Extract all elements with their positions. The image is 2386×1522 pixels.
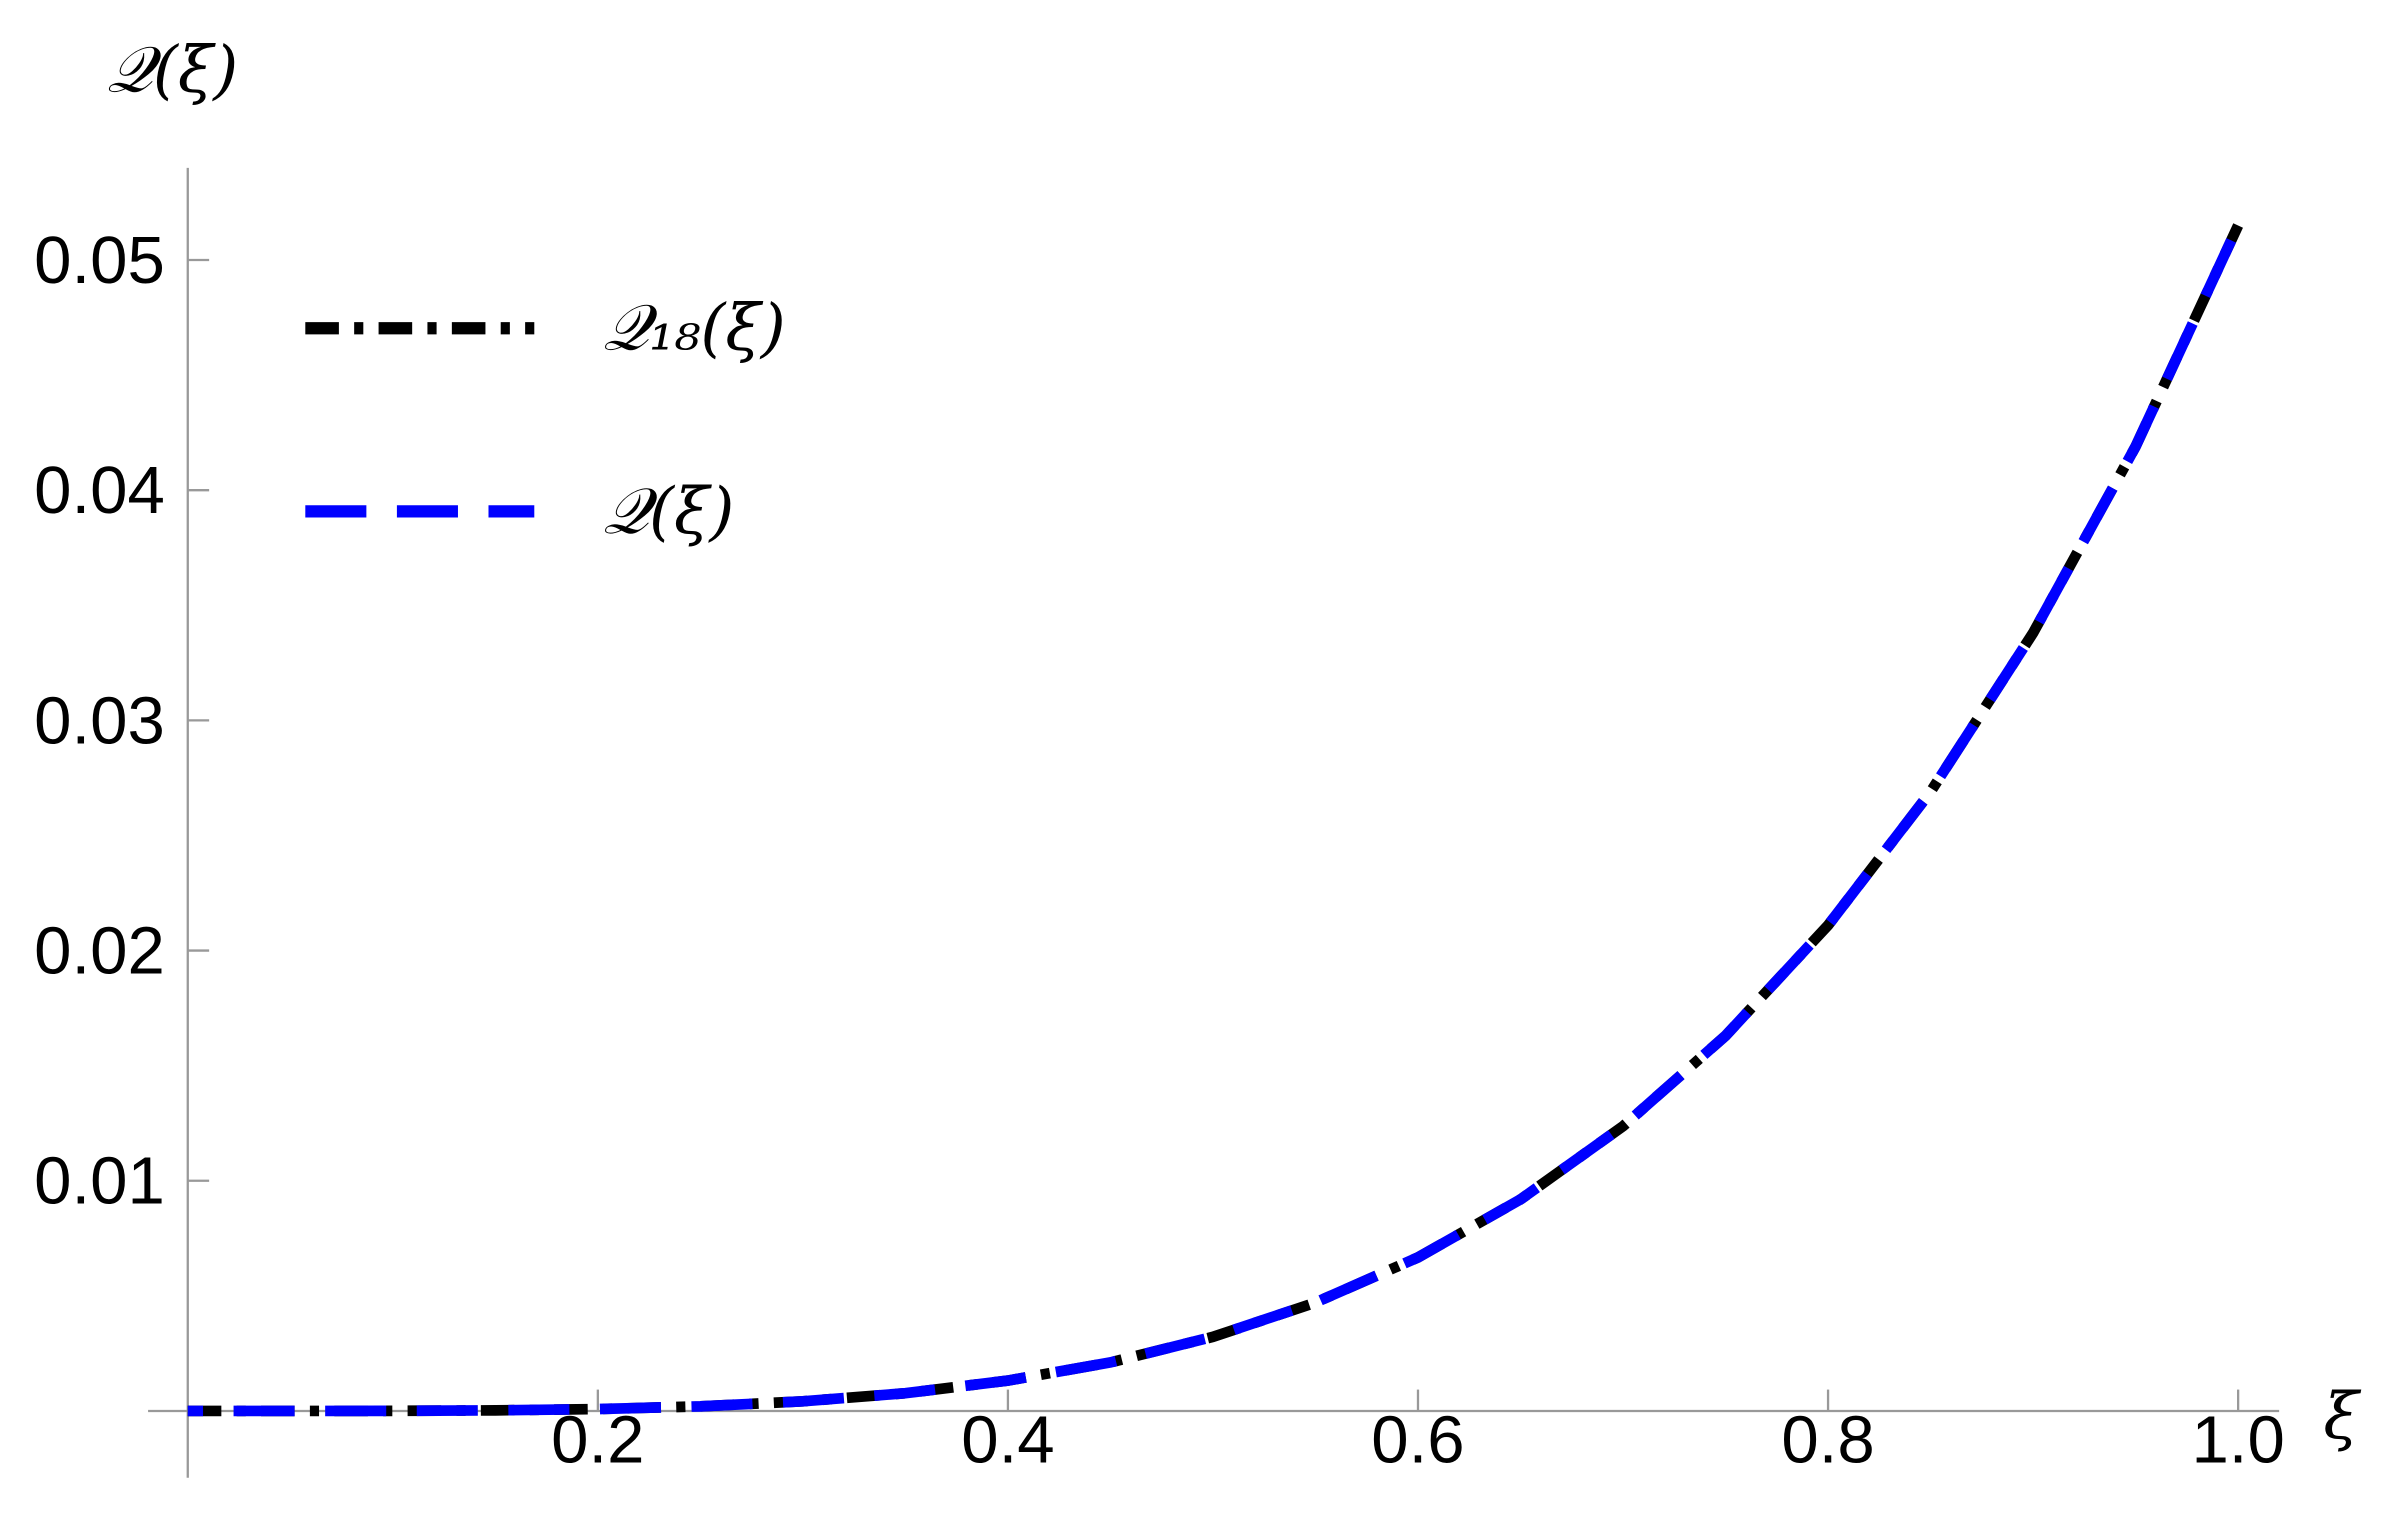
y-tick-label: 0.04 <box>34 453 165 528</box>
x-tick-label: 0.4 <box>961 1402 1054 1477</box>
x-tick-label: 0.2 <box>551 1402 644 1477</box>
data-line <box>187 223 2243 1417</box>
legend-label: 𝒬₁₈(ξ) <box>603 291 786 366</box>
legend-label: 𝒬(ξ) <box>603 474 734 549</box>
y-tick-label: 0.05 <box>34 223 165 298</box>
y-axis-label: 𝒬(ξ) <box>107 33 238 108</box>
x-axis-label: ξ <box>2323 1379 2361 1454</box>
x-tick-label: 1.0 <box>2191 1402 2284 1477</box>
x-tick-label: 0.8 <box>1781 1402 1874 1477</box>
x-tick-label: 0.6 <box>1371 1402 1464 1477</box>
y-tick-label: 0.02 <box>34 913 165 988</box>
y-tick-label: 0.03 <box>34 683 165 758</box>
y-tick-label: 0.01 <box>34 1144 165 1219</box>
data-line <box>187 223 2243 1417</box>
